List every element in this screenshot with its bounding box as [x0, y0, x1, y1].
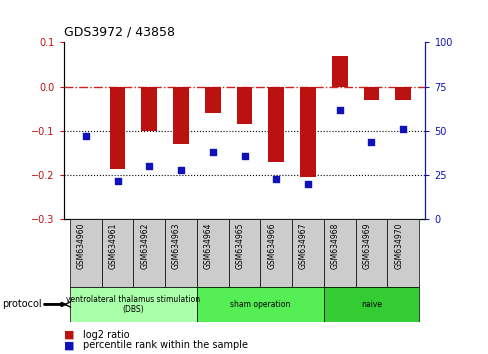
Text: GSM634963: GSM634963 [172, 223, 181, 269]
Bar [323, 219, 355, 287]
Text: GSM634969: GSM634969 [362, 223, 371, 269]
Text: ■: ■ [63, 330, 74, 339]
Text: GSM634964: GSM634964 [203, 223, 212, 269]
Bar [228, 219, 260, 287]
Text: GSM634965: GSM634965 [235, 223, 244, 269]
Bar [355, 219, 386, 287]
Bar [197, 219, 228, 287]
Text: percentile rank within the sample: percentile rank within the sample [83, 340, 247, 350]
Text: ventrolateral thalamus stimulation
(DBS): ventrolateral thalamus stimulation (DBS) [66, 295, 200, 314]
Bar [173, 87, 188, 144]
Point [367, 139, 375, 144]
Bar [70, 219, 102, 287]
Point [177, 167, 184, 173]
Text: naive: naive [360, 300, 381, 309]
Text: GSM634968: GSM634968 [330, 223, 339, 269]
Point [399, 126, 407, 132]
Text: GSM634967: GSM634967 [298, 223, 307, 269]
Bar [268, 87, 284, 162]
Text: protocol: protocol [2, 299, 42, 309]
Text: log2 ratio: log2 ratio [83, 330, 129, 339]
Bar [363, 87, 379, 100]
Bar [102, 219, 133, 287]
Bar [204, 87, 220, 113]
Point [335, 107, 343, 113]
Text: GSM634966: GSM634966 [267, 223, 276, 269]
Point [113, 178, 121, 183]
Bar [291, 219, 323, 287]
Text: sham operation: sham operation [230, 300, 290, 309]
Point [81, 133, 89, 139]
Point [208, 149, 216, 155]
Bar [165, 219, 197, 287]
Bar [70, 287, 197, 322]
Text: GSM634961: GSM634961 [108, 223, 117, 269]
Bar [300, 87, 315, 177]
Text: GSM634970: GSM634970 [393, 223, 403, 269]
Text: GSM634960: GSM634960 [77, 223, 85, 269]
Bar [386, 219, 418, 287]
Bar [133, 219, 165, 287]
Text: ■: ■ [63, 340, 74, 350]
Point [272, 176, 280, 182]
Point [304, 181, 311, 187]
Text: GDS3972 / 43858: GDS3972 / 43858 [63, 26, 174, 39]
Point [240, 153, 248, 159]
Bar [323, 287, 418, 322]
Bar [236, 87, 252, 124]
Text: GSM634962: GSM634962 [140, 223, 149, 269]
Bar [197, 287, 323, 322]
Bar [109, 87, 125, 169]
Bar [394, 87, 410, 100]
Bar [260, 219, 291, 287]
Bar [331, 56, 347, 87]
Point [145, 164, 153, 169]
Bar [141, 87, 157, 131]
